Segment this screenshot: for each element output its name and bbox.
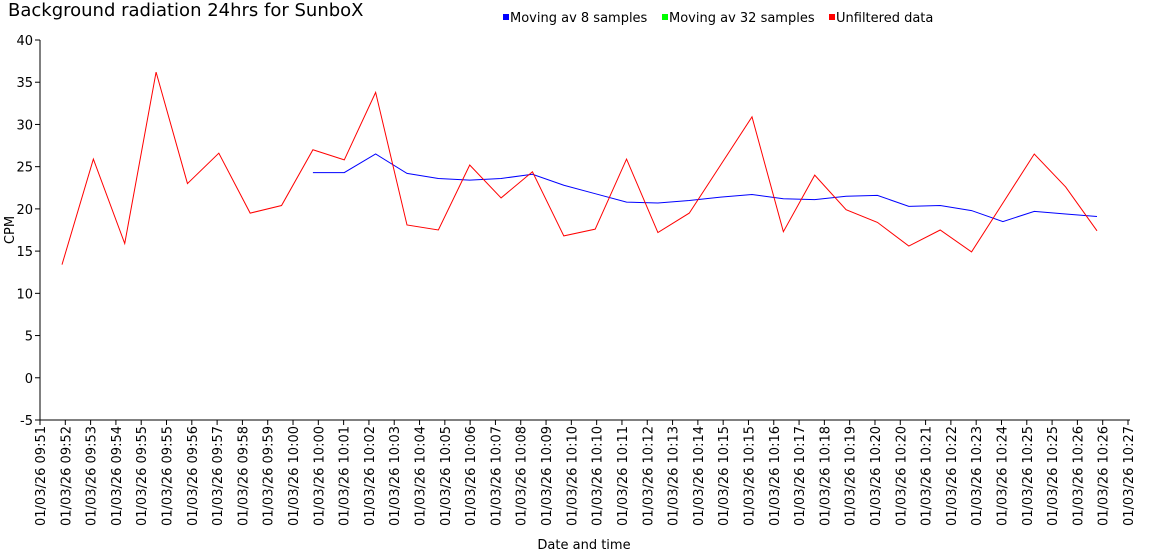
x-tick-label: 01/03/26 10:02	[363, 426, 378, 526]
x-tick-label: 01/03/26 10:12	[641, 426, 656, 526]
x-tick-label: 01/03/26 10:20	[894, 426, 909, 526]
x-tick-label: 01/03/26 10:01	[338, 426, 353, 526]
x-tick-label: 01/03/26 10:20	[869, 426, 884, 526]
x-tick-label: 01/03/26 10:25	[1021, 426, 1036, 526]
y-tick-label: 0	[25, 372, 33, 387]
chart-title: Background radiation 24hrs for SunboX	[8, 0, 364, 21]
y-tick-label: 30	[16, 118, 33, 133]
legend-label: Moving av 8 samples	[510, 11, 648, 26]
x-tick-label: 01/03/26 10:15	[717, 426, 732, 526]
x-tick-label: 01/03/26 09:54	[110, 426, 125, 526]
x-tick-label: 01/03/26 10:24	[995, 426, 1010, 526]
y-axis-label: CPM	[3, 216, 18, 244]
x-tick-label: 01/03/26 10:11	[616, 426, 631, 526]
x-tick-label: 01/03/26 10:17	[793, 426, 808, 526]
x-tick-label: 01/03/26 10:27	[1122, 426, 1137, 526]
x-tick-label: 01/03/26 10:14	[692, 426, 707, 526]
data-line	[61, 71, 1098, 265]
x-tick-label: 01/03/26 10:09	[540, 426, 555, 526]
y-tick-label: 20	[16, 203, 33, 218]
data-line	[312, 153, 1098, 223]
y-tick-label: 25	[16, 161, 33, 176]
x-tick-label: 01/03/26 10:10	[591, 426, 606, 526]
x-tick-label: 01/03/26 10:00	[287, 426, 302, 526]
x-tick-label: 01/03/26 10:25	[1046, 426, 1061, 526]
legend-label: Moving av 32 samples	[669, 11, 815, 26]
x-tick-label: 01/03/26 09:59	[262, 426, 277, 526]
x-tick-label: 01/03/26 10:10	[565, 426, 580, 526]
x-tick-label: 01/03/26 09:53	[85, 426, 100, 526]
x-axis-label: Date and time	[537, 538, 630, 553]
x-tick-label: 01/03/26 10:04	[414, 426, 429, 526]
x-tick-label: 01/03/26 10:18	[818, 426, 833, 526]
x-tick-label: 01/03/26 10:06	[464, 426, 479, 526]
x-tick-label: 01/03/26 09:58	[236, 426, 251, 526]
y-tick-label: 15	[16, 245, 33, 260]
y-tick-label: 35	[16, 76, 33, 91]
x-tick-label: 01/03/26 10:21	[920, 426, 935, 526]
x-tick-label: 01/03/26 10:16	[768, 426, 783, 526]
x-tick-label: 01/03/26 10:08	[515, 426, 530, 526]
x-tick-label: 01/03/26 09:55	[161, 426, 176, 526]
x-tick-label: 01/03/26 10:26	[1097, 426, 1112, 526]
x-tick-label: 01/03/26 09:51	[34, 426, 49, 526]
x-tick-label: 01/03/26 10:07	[489, 426, 504, 526]
x-tick-label: 01/03/26 10:19	[844, 426, 859, 526]
legend-swatch	[662, 14, 668, 20]
legend-label: Unfiltered data	[836, 11, 933, 26]
y-tick-label: -5	[20, 414, 33, 429]
legend-swatch	[503, 14, 509, 20]
x-tick-label: 01/03/26 09:52	[59, 426, 74, 526]
x-tick-label: 01/03/26 09:56	[186, 426, 201, 526]
x-tick-label: 01/03/26 10:00	[312, 426, 327, 526]
x-tick-label: 01/03/26 10:15	[742, 426, 757, 526]
legend-swatch	[829, 14, 835, 20]
x-tick-label: 01/03/26 10:23	[970, 426, 985, 526]
x-tick-label: 01/03/26 10:22	[945, 426, 960, 526]
x-tick-label: 01/03/26 10:05	[439, 426, 454, 526]
x-tick-label: 01/03/26 10:03	[388, 426, 403, 526]
x-tick-label: 01/03/26 09:57	[211, 426, 226, 526]
y-tick-label: 10	[16, 287, 33, 302]
y-tick-label: 40	[16, 34, 33, 49]
y-tick-label: 5	[25, 330, 33, 345]
x-tick-label: 01/03/26 09:55	[135, 426, 150, 526]
x-tick-label: 01/03/26 10:26	[1071, 426, 1086, 526]
x-tick-label: 01/03/26 10:13	[667, 426, 682, 526]
